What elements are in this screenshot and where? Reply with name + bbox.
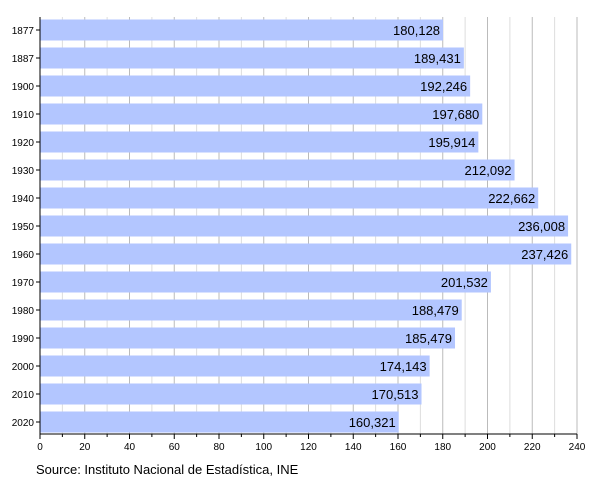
bar-value-label: 222,662 — [488, 191, 535, 206]
bar — [40, 243, 572, 265]
bar — [40, 271, 491, 293]
bar — [40, 411, 399, 433]
bar-value-label: 174,143 — [380, 359, 427, 374]
source-note: Source: Instituto Nacional de Estadístic… — [36, 462, 299, 477]
x-tick-label: 100 — [255, 442, 272, 453]
category-label: 1900 — [12, 82, 35, 93]
category-label: 1930 — [12, 166, 35, 177]
bar-value-label: 189,431 — [414, 51, 461, 66]
x-tick-label: 220 — [524, 442, 541, 453]
bar-value-label: 237,426 — [521, 247, 568, 262]
category-label: 1887 — [12, 54, 35, 65]
bar — [40, 383, 422, 405]
x-tick-label: 80 — [213, 442, 225, 453]
bar-value-label: 197,680 — [432, 107, 479, 122]
bar-value-label: 192,246 — [420, 79, 467, 94]
bar-value-label: 195,914 — [428, 135, 475, 150]
bar — [40, 47, 464, 69]
x-tick-label: 40 — [124, 442, 136, 453]
bar — [40, 187, 539, 209]
bar-value-label: 180,128 — [393, 23, 440, 38]
bar — [40, 355, 430, 377]
bar-value-label: 160,321 — [349, 415, 396, 430]
category-label: 1970 — [12, 278, 35, 289]
category-label: 2010 — [12, 390, 35, 401]
bar — [40, 299, 462, 321]
category-label: 2020 — [12, 418, 35, 429]
x-tick-label: 140 — [345, 442, 362, 453]
bar — [40, 215, 569, 237]
x-tick-label: 60 — [169, 442, 181, 453]
x-tick-label: 240 — [569, 442, 586, 453]
bar-value-label: 185,479 — [405, 331, 452, 346]
bar — [40, 103, 483, 125]
x-tick-label: 180 — [434, 442, 451, 453]
x-tick-label: 200 — [479, 442, 496, 453]
bar — [40, 159, 515, 181]
bar — [40, 19, 444, 41]
bar-value-label: 212,092 — [465, 163, 512, 178]
category-label: 1910 — [12, 110, 35, 121]
category-label: 1980 — [12, 306, 35, 317]
bar — [40, 131, 479, 153]
bar-value-label: 188,479 — [412, 303, 459, 318]
bar — [40, 75, 471, 97]
bar-value-label: 236,008 — [518, 219, 565, 234]
category-label: 1960 — [12, 250, 35, 261]
category-label: 1940 — [12, 194, 35, 205]
bar — [40, 327, 456, 349]
x-tick-label: 120 — [300, 442, 317, 453]
bar-value-label: 170,513 — [372, 387, 419, 402]
category-label: 1950 — [12, 222, 35, 233]
bar-value-label: 201,532 — [441, 275, 488, 290]
category-label: 1920 — [12, 138, 35, 149]
category-label: 2000 — [12, 362, 35, 373]
x-tick-label: 0 — [37, 442, 43, 453]
x-tick-label: 160 — [390, 442, 407, 453]
category-label: 1990 — [12, 334, 35, 345]
x-tick-label: 20 — [79, 442, 91, 453]
category-label: 1877 — [12, 26, 35, 37]
